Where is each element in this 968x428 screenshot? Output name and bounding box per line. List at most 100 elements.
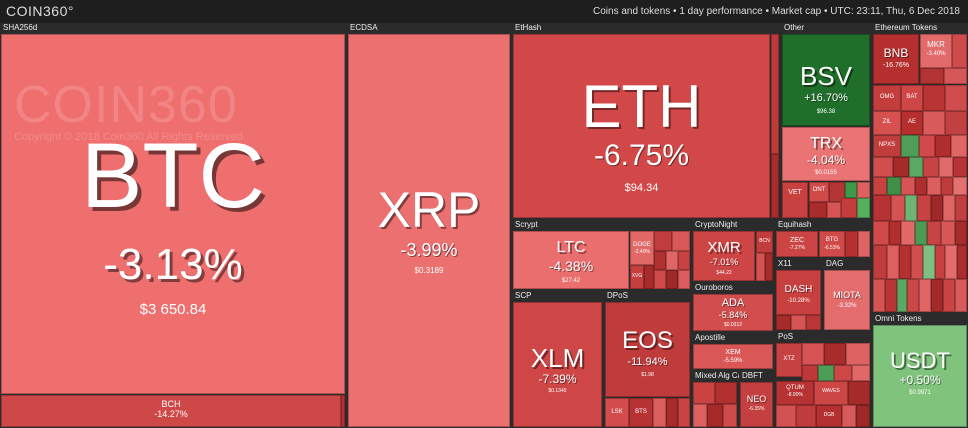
tile-small[interactable] [941, 221, 955, 245]
tile-small[interactable] [887, 245, 899, 279]
tile-eth[interactable]: ETH -6.75% $94.34 [513, 34, 770, 218]
tile-bat[interactable]: BAT [901, 85, 923, 111]
tile-small[interactable] [945, 245, 957, 279]
tile-neo[interactable]: NEO -6.35% [740, 382, 773, 427]
tile-small[interactable] [931, 279, 943, 312]
tile-small[interactable] [952, 34, 967, 68]
view-settings[interactable]: Coins and tokens • 1 day performance • M… [593, 6, 960, 17]
tile-small[interactable] [955, 221, 967, 245]
tile-small[interactable] [873, 221, 889, 245]
tile-small[interactable] [951, 135, 967, 157]
tile-small[interactable] [920, 68, 944, 84]
tile-small[interactable] [873, 177, 887, 195]
tile-small[interactable] [852, 365, 870, 381]
tile-small[interactable] [944, 68, 967, 84]
tile-bcn[interactable]: BCN [756, 231, 773, 253]
tile-small[interactable] [935, 245, 945, 279]
tile-omg[interactable]: OMG [873, 85, 901, 111]
tile-small[interactable] [776, 405, 796, 427]
tile-small[interactable] [693, 382, 715, 404]
tile-small[interactable] [848, 381, 870, 405]
tile-small[interactable] [666, 270, 678, 289]
tile-bsv[interactable]: BSV +16.70% $96.38 [782, 34, 870, 126]
tile-small[interactable] [756, 253, 765, 281]
tile-small[interactable] [901, 177, 915, 195]
tile-small[interactable] [693, 404, 707, 427]
tile-dash[interactable]: DASH -10.28% [776, 270, 821, 315]
tile-xmr[interactable]: XMR -7.01% $44.22 [693, 231, 755, 281]
tile-small[interactable] [923, 85, 945, 111]
tile-small[interactable] [939, 157, 953, 177]
tile-small[interactable] [678, 251, 690, 270]
tile-usdt[interactable]: USDT +0.50% $0.9971 [873, 325, 967, 427]
tile-xem[interactable]: XEM -5.59% [693, 344, 773, 369]
tile-eos[interactable]: EOS -11.94% $1.98 [605, 302, 690, 397]
tile-small[interactable] [666, 398, 678, 427]
tile-zil[interactable]: ZIL [873, 111, 901, 135]
tile-bnb[interactable]: BNB -16.76% [873, 34, 919, 84]
tile-small[interactable] [856, 405, 870, 427]
tile-ae[interactable]: AE [901, 111, 923, 135]
tile-small[interactable] [927, 221, 941, 245]
tile-small[interactable] [953, 157, 967, 177]
tile-small[interactable] [923, 157, 939, 177]
tile-small[interactable] [776, 315, 791, 330]
tile-small[interactable] [923, 111, 945, 135]
tile-miota[interactable]: MIOTA -3.32% [824, 270, 870, 330]
tile-small[interactable] [931, 195, 943, 221]
tile-small[interactable] [941, 177, 953, 195]
tile-small[interactable] [889, 221, 901, 245]
tile-small[interactable] [891, 195, 905, 221]
tile-small[interactable] [707, 404, 723, 427]
tile-small[interactable] [824, 343, 846, 365]
tile-small[interactable] [927, 177, 941, 195]
tile-small[interactable] [818, 365, 834, 381]
tile-small[interactable] [909, 157, 923, 177]
tile-small[interactable] [672, 231, 690, 251]
tile-npxs[interactable]: NPXS [873, 135, 901, 157]
tile-small[interactable] [935, 135, 951, 157]
tile-small[interactable] [919, 279, 931, 312]
tile-small[interactable] [806, 315, 821, 330]
tile-btc[interactable]: COIN360 Copyright © 2018 Coin360 All Rig… [1, 34, 345, 394]
tile-small[interactable] [654, 270, 666, 289]
tile-small[interactable] [911, 245, 923, 279]
tile-bch[interactable]: BCH -14.27% [1, 395, 341, 427]
tile-small[interactable] [943, 279, 955, 312]
tile-small[interactable] [873, 245, 887, 279]
tile-small[interactable] [919, 135, 935, 157]
tile-small[interactable] [791, 315, 806, 330]
tile-small[interactable] [802, 343, 824, 365]
tile-xrp[interactable]: XRP -3.99% $0.3189 [348, 34, 510, 427]
tile-small[interactable] [915, 221, 927, 245]
tile-mkr[interactable]: MKR -3.40% [920, 34, 952, 68]
tile-small[interactable] [917, 195, 931, 221]
tile-zec[interactable]: ZEC -7.27% [776, 231, 818, 257]
tile-small[interactable] [953, 177, 967, 195]
tile-small[interactable] [873, 157, 893, 177]
tile-lsk[interactable]: LSK [605, 398, 629, 427]
tile-small[interactable] [678, 270, 690, 289]
tile-small[interactable] [802, 365, 818, 381]
tile-small[interactable] [841, 198, 857, 218]
tile-small[interactable] [666, 251, 678, 270]
tile-waves[interactable]: WAVES [814, 381, 848, 405]
tile-small[interactable] [897, 279, 907, 312]
tile-qtum[interactable]: QTUM -8.90% [776, 381, 814, 405]
tile-small[interactable] [857, 198, 870, 218]
tile-small[interactable] [834, 365, 852, 381]
tile-small[interactable] [723, 404, 737, 427]
tile-trx[interactable]: TRX -4.04% $0.0155 [782, 127, 870, 181]
tile-small[interactable] [873, 279, 885, 312]
tile-small[interactable] [846, 343, 870, 365]
tile-small[interactable] [771, 34, 779, 154]
tile-small[interactable] [885, 279, 897, 312]
tile-ada[interactable]: ADA -5.84% $0.0312 [693, 294, 773, 331]
coin360-logo[interactable]: COIN360° [6, 3, 74, 19]
tile-small[interactable] [901, 135, 919, 157]
tile-doge[interactable]: DOGE -2.40% [630, 231, 654, 265]
tile-small[interactable] [915, 177, 927, 195]
tile-ont[interactable]: ONT [809, 182, 829, 202]
tile-small[interactable] [945, 85, 967, 111]
tile-small[interactable] [893, 157, 909, 177]
